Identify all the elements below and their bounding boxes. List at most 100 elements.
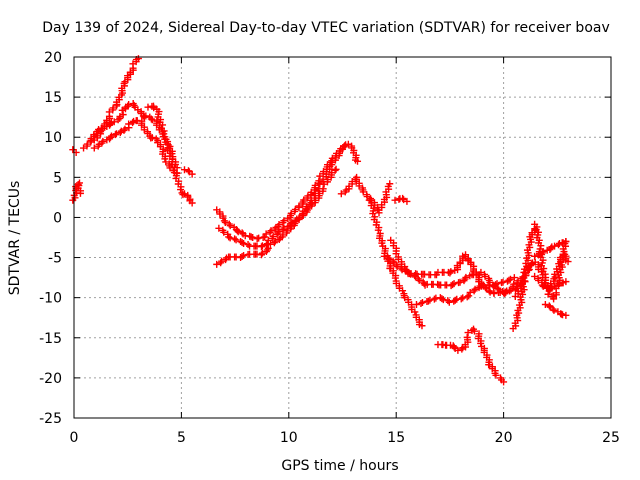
data-point (142, 112, 150, 120)
data-point (412, 300, 420, 308)
data-point (147, 115, 155, 123)
data-point (477, 268, 485, 276)
data-point (264, 236, 272, 244)
x-tick-label: 25 (602, 430, 620, 446)
data-point (180, 190, 188, 198)
data-point (129, 119, 137, 127)
data-point (150, 104, 158, 112)
chart-title: Day 139 of 2024, Sidereal Day-to-day VTE… (42, 20, 610, 36)
data-point (535, 251, 543, 259)
data-point (499, 278, 507, 286)
data-point (213, 260, 221, 268)
y-axis-label: SDTVAR / TECUs (7, 181, 23, 296)
data-point (471, 285, 479, 293)
data-point (510, 274, 518, 282)
data-point (90, 144, 98, 152)
data-point (414, 275, 422, 283)
data-point (107, 132, 115, 140)
data-point (541, 300, 549, 308)
data-point (494, 284, 502, 292)
data-point (354, 157, 362, 165)
series-track-15 (391, 194, 411, 205)
data-point (492, 371, 500, 379)
data-point (500, 378, 508, 386)
data-point (555, 281, 562, 289)
data-point (461, 275, 469, 283)
data-point (110, 118, 118, 126)
plot-frame (73, 56, 612, 419)
data-point (148, 116, 156, 124)
data-point (188, 199, 196, 207)
data-point (226, 222, 234, 230)
data-point (221, 218, 229, 226)
data-point (179, 191, 187, 199)
data-point (470, 327, 478, 335)
data-point (538, 249, 546, 257)
data-point (257, 251, 265, 259)
series-track-8 (213, 140, 362, 243)
data-point (111, 131, 119, 139)
data-point (232, 236, 240, 244)
data-point (283, 227, 291, 235)
data-point (528, 260, 536, 268)
data-point (417, 299, 425, 307)
data-point (258, 242, 266, 250)
data-point (538, 281, 546, 289)
y-tick-label: 15 (44, 90, 62, 106)
data-point (426, 296, 434, 304)
series-track-5 (90, 117, 181, 177)
data-point (177, 186, 185, 194)
series-track-22 (531, 272, 570, 294)
data-point (125, 120, 133, 128)
y-tick-label: 20 (44, 50, 62, 66)
data-point (463, 293, 471, 301)
data-point (220, 217, 228, 225)
data-point (446, 269, 454, 277)
data-point (287, 209, 295, 217)
data-point (262, 230, 270, 238)
data-point (418, 322, 426, 330)
data-point (481, 272, 489, 280)
series-track-16 (412, 274, 518, 308)
data-point (274, 229, 282, 237)
data-point (118, 106, 126, 114)
y-tick-label: -15 (39, 331, 62, 347)
data-point (547, 284, 555, 292)
data-point (407, 270, 415, 278)
data-point (271, 237, 279, 245)
data-point (159, 121, 167, 129)
data-point (99, 137, 107, 145)
data-point (233, 227, 241, 235)
data-point (116, 128, 124, 136)
series-track-21 (541, 300, 570, 319)
data-point (464, 329, 472, 337)
data-point (238, 253, 246, 261)
y-tick-label: 5 (53, 170, 62, 186)
data-point (76, 189, 84, 197)
data-point (244, 241, 252, 249)
data-point (539, 282, 547, 290)
x-tick-label: 10 (280, 430, 298, 446)
y-tick-label: 0 (53, 210, 62, 226)
data-point (505, 276, 513, 284)
series-track-12 (365, 196, 426, 330)
data-point (231, 235, 239, 243)
data-point (447, 268, 455, 276)
series-track-7 (180, 166, 196, 178)
data-point (386, 180, 394, 188)
data-point (537, 242, 545, 250)
x-axis-label: GPS time / hours (281, 458, 398, 474)
data-point (411, 272, 419, 280)
data-point (531, 252, 539, 260)
y-tick-label: 10 (44, 130, 62, 146)
data-point (295, 202, 303, 210)
x-tick-label: 20 (495, 430, 513, 446)
data-point (266, 240, 274, 248)
series-track-6 (144, 102, 196, 207)
data-point (465, 292, 473, 300)
data-point (384, 254, 392, 262)
data-point (264, 244, 272, 252)
data-point (466, 288, 474, 296)
data-point (415, 276, 423, 284)
